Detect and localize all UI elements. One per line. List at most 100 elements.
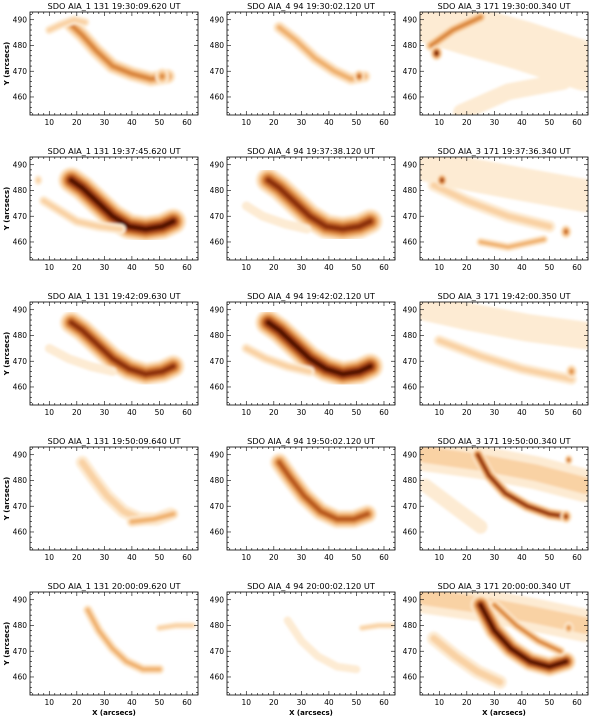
x-tick-label: 50 [545, 698, 555, 707]
x-tick-label: 20 [269, 118, 279, 127]
panel-title: SDO AIA_4 94 19:50:02.120 UT [247, 436, 376, 446]
y-tick-label: 470 [13, 357, 28, 366]
y-tick-label: 490 [13, 595, 28, 604]
panel-frame [226, 591, 396, 696]
y-tick-label: 470 [210, 212, 225, 221]
panel-title: SDO AIA_3 171 19:30:00.340 UT [438, 1, 572, 11]
emission-loop [420, 157, 588, 213]
x-tick-label: 60 [182, 698, 192, 707]
x-tick-label: 20 [72, 698, 82, 707]
y-tick-label: 470 [210, 357, 225, 366]
emission-loop [266, 178, 373, 232]
y-tick-label: 460 [13, 93, 28, 102]
x-tick-label: 50 [545, 118, 555, 127]
panel-frame [29, 11, 199, 116]
x-tick-label: 20 [269, 408, 279, 417]
emission-image [420, 12, 588, 115]
x-tick-label: 60 [182, 408, 192, 417]
y-tick-label: 470 [403, 502, 418, 511]
y-tick-label: 460 [403, 383, 418, 392]
y-tick-label: 490 [210, 305, 225, 314]
y-tick-label: 480 [13, 476, 28, 485]
emission-loop [479, 237, 546, 249]
y-tick-label: 470 [403, 212, 418, 221]
emission-loop [479, 603, 568, 669]
y-tick-label: 490 [13, 15, 28, 24]
y-tick-label: 480 [403, 41, 418, 50]
y-tick-label: 460 [13, 673, 28, 682]
x-tick-label: 10 [242, 698, 252, 707]
x-tick-label: 20 [462, 118, 472, 127]
y-tick-label: 480 [13, 331, 28, 340]
x-tick-label: 40 [517, 263, 527, 272]
emission-loop [47, 17, 88, 33]
emission-loop [360, 623, 394, 630]
x-tick-label: 50 [155, 263, 165, 272]
panel-5: 10 20 30 40 50 60 460 470 480 490 SDO AIA_4 94 19:… [210, 146, 396, 272]
x-tick-label: 20 [72, 118, 82, 127]
y-tick-label: 470 [403, 67, 418, 76]
x-tick-label: 60 [182, 263, 192, 272]
x-tick-label: 20 [462, 263, 472, 272]
emission-spot [358, 75, 361, 78]
x-tick-label: 30 [490, 118, 500, 127]
x-tick-label: 20 [462, 408, 472, 417]
panel-frame [419, 301, 589, 406]
panel-title: SDO AIA_4 94 19:42:02.120 UT [247, 291, 376, 301]
emission-spot [441, 179, 443, 182]
emission-loop [420, 302, 588, 350]
y-tick-label: 460 [13, 383, 28, 392]
emission-loop [130, 512, 176, 524]
emission-image [34, 166, 187, 243]
emission-loop [493, 603, 562, 653]
panel-title: SDO AIA_3 171 20:00:00.340 UT [438, 581, 572, 591]
y-tick-label: 480 [210, 331, 225, 340]
y-tick-label: 490 [210, 450, 225, 459]
panel-title: SDO AIA_4 94 20:00:02.120 UT [247, 581, 376, 591]
panel-14: 10 20 30 40 50 60 460 470 480 490 SDO AIA_4 94 20:… [210, 581, 396, 717]
y-tick-label: 490 [13, 160, 28, 169]
y-tick-label: 470 [403, 647, 418, 656]
y-axis-label: Y (arcsecs) [3, 187, 11, 231]
emission-loop [69, 178, 176, 231]
panel-title: SDO AIA_4 94 19:30:02.120 UT [247, 1, 376, 11]
panel-11: 10 20 30 40 50 60 460 470 480 490 SDO AIA_4 94 19:… [210, 436, 396, 562]
x-tick-label: 30 [100, 408, 110, 417]
y-tick-label: 480 [403, 621, 418, 630]
x-tick-label: 10 [435, 698, 445, 707]
emission-spot [567, 626, 570, 630]
y-tick-label: 490 [13, 450, 28, 459]
panel-frame [29, 591, 199, 696]
y-tick-label: 460 [210, 528, 225, 537]
y-tick-label: 470 [13, 647, 28, 656]
emission-loop [453, 73, 572, 115]
x-tick-label: 60 [379, 408, 389, 417]
x-tick-label: 50 [155, 698, 165, 707]
emission-image [241, 167, 383, 242]
y-tick-label: 490 [403, 15, 418, 24]
emission-image [420, 157, 588, 252]
x-tick-label: 50 [545, 553, 555, 562]
y-tick-label: 470 [403, 357, 418, 366]
panel-frame [226, 11, 396, 116]
x-tick-label: 40 [127, 118, 137, 127]
x-tick-label: 40 [517, 698, 527, 707]
x-tick-label: 40 [324, 408, 334, 417]
panel-title: SDO AIA_1 131 19:30:09.620 UT [48, 1, 182, 11]
x-tick-label: 40 [517, 408, 527, 417]
emission-loop [41, 198, 124, 232]
y-tick-label: 480 [13, 621, 28, 630]
x-tick-label: 30 [297, 408, 307, 417]
y-axis-label: Y (arcsecs) [3, 332, 11, 376]
x-tick-label: 40 [517, 553, 527, 562]
emission-spot [565, 515, 567, 518]
y-tick-label: 460 [403, 528, 418, 537]
x-tick-label: 50 [155, 408, 165, 417]
emission-image [420, 302, 588, 385]
y-tick-label: 470 [210, 502, 225, 511]
x-tick-label: 40 [127, 408, 137, 417]
emission-loop [436, 337, 575, 383]
x-tick-label: 10 [435, 408, 445, 417]
y-tick-label: 490 [403, 595, 418, 604]
